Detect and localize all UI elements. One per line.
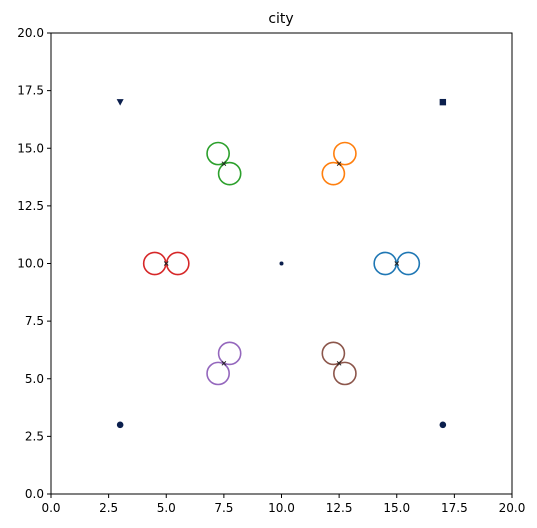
y-tick-label: 20.0 bbox=[17, 26, 44, 40]
agent-circle bbox=[321, 341, 346, 366]
x-marker-stroke bbox=[163, 261, 169, 266]
x-tick-label: 10.0 bbox=[268, 501, 295, 515]
square-marker bbox=[439, 98, 447, 106]
agent-circle bbox=[333, 141, 357, 166]
y-tick-label: 5.0 bbox=[25, 372, 44, 386]
x-marker-stroke bbox=[221, 161, 227, 167]
y-tick-label: 7.5 bbox=[25, 314, 44, 328]
agent-circle bbox=[396, 251, 421, 276]
circle-marker bbox=[116, 421, 124, 429]
y-tick-label: 17.5 bbox=[17, 84, 44, 98]
pair-center-marker bbox=[163, 261, 169, 266]
y-tick-label: 12.5 bbox=[17, 199, 44, 213]
x-axis: 0.0 2.5 5.0 7.5 10.0 12.5 15.0 17.5 20.0 bbox=[41, 494, 525, 515]
x-tick-label: 20.0 bbox=[499, 501, 526, 515]
x-tick-label: 0.0 bbox=[41, 501, 60, 515]
agent-circle bbox=[165, 251, 190, 276]
x-marker-stroke bbox=[394, 261, 400, 266]
x-tick-label: 5.0 bbox=[157, 501, 176, 515]
pair-center-marker bbox=[394, 261, 400, 266]
pair-center-marker bbox=[336, 360, 342, 366]
y-axis: 0.0 2.5 5.0 7.5 10.0 12.5 15.0 17.5 20.0 bbox=[17, 26, 51, 501]
chart-title: city bbox=[268, 11, 293, 27]
x-tick-label: 15.0 bbox=[383, 501, 410, 515]
agent-circle bbox=[217, 341, 242, 366]
agent-circle bbox=[217, 161, 242, 186]
y-tick-label: 0.0 bbox=[25, 487, 44, 501]
x-tick-label: 17.5 bbox=[441, 501, 468, 515]
triangle-marker bbox=[116, 99, 124, 106]
agent-circle bbox=[321, 161, 346, 186]
y-tick-label: 15.0 bbox=[17, 141, 44, 155]
x-tick-label: 12.5 bbox=[326, 501, 353, 515]
pair-center-marker bbox=[221, 360, 227, 366]
x-tick-label: 2.5 bbox=[99, 501, 118, 515]
agent-circle bbox=[333, 361, 357, 386]
y-tick-label: 10.0 bbox=[17, 257, 44, 271]
agent-circle bbox=[206, 141, 230, 166]
x-marker-stroke bbox=[336, 161, 342, 167]
agent-circle bbox=[373, 251, 398, 276]
agent-circle bbox=[142, 251, 167, 276]
chart-marks bbox=[116, 98, 447, 429]
pair-center-marker bbox=[336, 161, 342, 167]
x-marker-stroke bbox=[221, 360, 227, 366]
x-marker-stroke bbox=[336, 360, 342, 366]
y-tick-label: 2.5 bbox=[25, 429, 44, 443]
center-dot-marker bbox=[279, 261, 284, 266]
pair-center-marker bbox=[221, 161, 227, 167]
x-tick-label: 7.5 bbox=[214, 501, 233, 515]
agent-circle bbox=[206, 361, 230, 386]
circle-marker bbox=[439, 421, 447, 429]
